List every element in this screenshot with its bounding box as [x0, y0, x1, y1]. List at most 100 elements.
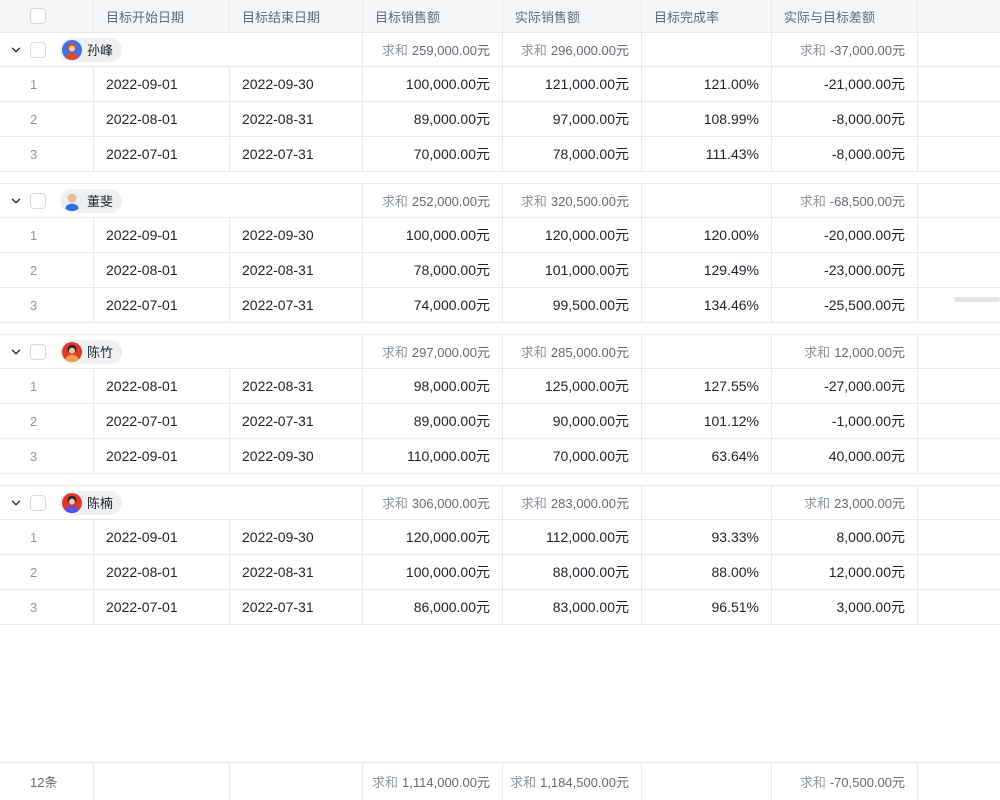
- cell-target-diff[interactable]: -8,000.00元: [772, 137, 918, 171]
- cell-target-diff[interactable]: -23,000.00元: [772, 253, 918, 287]
- cell-target-sales[interactable]: 86,000.00元: [363, 590, 503, 624]
- chevron-down-icon[interactable]: [10, 195, 22, 207]
- group-header-row[interactable]: 陈竹 求和 297,000.00元 求和 285,000.00元 求和 12,0…: [0, 335, 1000, 369]
- cell-target-end-date[interactable]: 2022-07-31: [230, 288, 363, 322]
- chevron-down-icon[interactable]: [10, 44, 22, 56]
- row-number-cell[interactable]: 2: [0, 102, 94, 136]
- cell-target-sales[interactable]: 70,000.00元: [363, 137, 503, 171]
- cell-target-end-date[interactable]: 2022-09-30: [230, 520, 363, 554]
- cell-target-start-date[interactable]: 2022-07-01: [94, 137, 230, 171]
- cell-completion-rate[interactable]: 120.00%: [642, 218, 772, 252]
- cell-target-sales[interactable]: 100,000.00元: [363, 67, 503, 101]
- cell-target-end-date[interactable]: 2022-09-30: [230, 67, 363, 101]
- cell-actual-sales[interactable]: 83,000.00元: [503, 590, 642, 624]
- table-row[interactable]: 1 2022-09-01 2022-09-30 100,000.00元 121,…: [0, 67, 1000, 102]
- cell-actual-sales[interactable]: 121,000.00元: [503, 67, 642, 101]
- cell-actual-sales[interactable]: 125,000.00元: [503, 369, 642, 403]
- cell-completion-rate[interactable]: 127.55%: [642, 369, 772, 403]
- table-row[interactable]: 3 2022-07-01 2022-07-31 70,000.00元 78,00…: [0, 137, 1000, 172]
- cell-target-end-date[interactable]: 2022-08-31: [230, 555, 363, 589]
- group-checkbox[interactable]: [30, 192, 46, 209]
- footer-empty-cell[interactable]: [94, 762, 230, 800]
- cell-target-start-date[interactable]: 2022-08-01: [94, 102, 230, 136]
- person-chip[interactable]: 孙峰: [60, 37, 123, 62]
- select-all-checkbox[interactable]: [30, 8, 46, 24]
- table-row[interactable]: 1 2022-08-01 2022-08-31 98,000.00元 125,0…: [0, 369, 1000, 404]
- cell-target-end-date[interactable]: 2022-08-31: [230, 369, 363, 403]
- cell-target-sales[interactable]: 100,000.00元: [363, 555, 503, 589]
- row-number-cell[interactable]: 3: [0, 590, 94, 624]
- cell-completion-rate[interactable]: 129.49%: [642, 253, 772, 287]
- cell-target-end-date[interactable]: 2022-09-30: [230, 439, 363, 473]
- cell-target-sales[interactable]: 120,000.00元: [363, 520, 503, 554]
- cell-target-diff[interactable]: -27,000.00元: [772, 369, 918, 403]
- table-row[interactable]: 2 2022-07-01 2022-07-31 89,000.00元 90,00…: [0, 404, 1000, 439]
- cell-target-sales[interactable]: 78,000.00元: [363, 253, 503, 287]
- person-chip[interactable]: 陈楠: [60, 490, 123, 515]
- cell-target-sales[interactable]: 100,000.00元: [363, 218, 503, 252]
- cell-actual-sales[interactable]: 120,000.00元: [503, 218, 642, 252]
- cell-actual-sales[interactable]: 101,000.00元: [503, 253, 642, 287]
- cell-target-end-date[interactable]: 2022-08-31: [230, 253, 363, 287]
- cell-target-start-date[interactable]: 2022-07-01: [94, 404, 230, 438]
- cell-target-start-date[interactable]: 2022-07-01: [94, 288, 230, 322]
- footer-sum-target-diff[interactable]: 求和 -70,500.00元: [772, 762, 918, 800]
- cell-target-end-date[interactable]: 2022-07-31: [230, 137, 363, 171]
- cell-target-diff[interactable]: -1,000.00元: [772, 404, 918, 438]
- cell-actual-sales[interactable]: 90,000.00元: [503, 404, 642, 438]
- cell-target-diff[interactable]: 3,000.00元: [772, 590, 918, 624]
- cell-actual-sales[interactable]: 112,000.00元: [503, 520, 642, 554]
- cell-completion-rate[interactable]: 93.33%: [642, 520, 772, 554]
- column-header-actual-sales[interactable]: 实际销售额: [503, 0, 642, 32]
- cell-actual-sales[interactable]: 97,000.00元: [503, 102, 642, 136]
- row-number-cell[interactable]: 3: [0, 439, 94, 473]
- column-header-completion-rate[interactable]: 目标完成率: [642, 0, 772, 32]
- cell-target-start-date[interactable]: 2022-08-01: [94, 253, 230, 287]
- column-header-target-diff[interactable]: 实际与目标差额: [772, 0, 918, 32]
- cell-completion-rate[interactable]: 96.51%: [642, 590, 772, 624]
- row-number-cell[interactable]: 2: [0, 555, 94, 589]
- cell-target-end-date[interactable]: 2022-07-31: [230, 404, 363, 438]
- cell-completion-rate[interactable]: 134.46%: [642, 288, 772, 322]
- cell-target-sales[interactable]: 89,000.00元: [363, 102, 503, 136]
- table-row[interactable]: 2 2022-08-01 2022-08-31 89,000.00元 97,00…: [0, 102, 1000, 137]
- cell-completion-rate[interactable]: 121.00%: [642, 67, 772, 101]
- cell-target-sales[interactable]: 98,000.00元: [363, 369, 503, 403]
- chevron-down-icon[interactable]: [10, 497, 22, 509]
- cell-target-sales[interactable]: 74,000.00元: [363, 288, 503, 322]
- group-checkbox[interactable]: [30, 41, 46, 58]
- footer-sum-target-sales[interactable]: 求和 1,114,000.00元: [363, 762, 503, 800]
- footer-empty-cell[interactable]: [230, 762, 363, 800]
- person-chip[interactable]: 董斐: [60, 188, 123, 213]
- cell-target-diff[interactable]: -25,500.00元: [772, 288, 918, 322]
- cell-target-diff[interactable]: 40,000.00元: [772, 439, 918, 473]
- cell-target-start-date[interactable]: 2022-09-01: [94, 520, 230, 554]
- cell-actual-sales[interactable]: 88,000.00元: [503, 555, 642, 589]
- row-number-cell[interactable]: 1: [0, 369, 94, 403]
- cell-target-diff[interactable]: -20,000.00元: [772, 218, 918, 252]
- table-row[interactable]: 3 2022-07-01 2022-07-31 86,000.00元 83,00…: [0, 590, 1000, 625]
- cell-completion-rate[interactable]: 108.99%: [642, 102, 772, 136]
- cell-actual-sales[interactable]: 70,000.00元: [503, 439, 642, 473]
- footer-empty-cell[interactable]: [642, 762, 772, 800]
- cell-completion-rate[interactable]: 111.43%: [642, 137, 772, 171]
- cell-actual-sales[interactable]: 99,500.00元: [503, 288, 642, 322]
- group-header-row[interactable]: 孙峰 求和 259,000.00元 求和 296,000.00元 求和 -37,…: [0, 33, 1000, 67]
- row-number-cell[interactable]: 1: [0, 218, 94, 252]
- table-row[interactable]: 3 2022-09-01 2022-09-30 110,000.00元 70,0…: [0, 439, 1000, 474]
- cell-target-start-date[interactable]: 2022-08-01: [94, 555, 230, 589]
- column-header-target-end-date[interactable]: 目标结束日期: [230, 0, 363, 32]
- group-checkbox[interactable]: [30, 343, 46, 360]
- row-number-cell[interactable]: 3: [0, 137, 94, 171]
- cell-target-end-date[interactable]: 2022-09-30: [230, 218, 363, 252]
- cell-target-start-date[interactable]: 2022-09-01: [94, 439, 230, 473]
- group-header-row[interactable]: 陈楠 求和 306,000.00元 求和 283,000.00元 求和 23,0…: [0, 486, 1000, 520]
- group-header-row[interactable]: 董斐 求和 252,000.00元 求和 320,500.00元 求和 -68,…: [0, 184, 1000, 218]
- cell-completion-rate[interactable]: 101.12%: [642, 404, 772, 438]
- table-row[interactable]: 1 2022-09-01 2022-09-30 100,000.00元 120,…: [0, 218, 1000, 253]
- cell-target-start-date[interactable]: 2022-08-01: [94, 369, 230, 403]
- column-header-target-start-date[interactable]: 目标开始日期: [94, 0, 230, 32]
- chevron-down-icon[interactable]: [10, 346, 22, 358]
- row-number-cell[interactable]: 3: [0, 288, 94, 322]
- cell-target-sales[interactable]: 89,000.00元: [363, 404, 503, 438]
